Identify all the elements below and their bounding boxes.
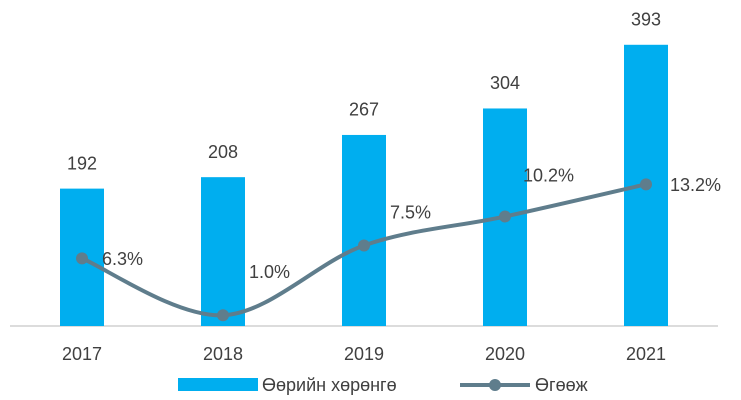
line-marker xyxy=(76,252,88,265)
x-tick-label: 2020 xyxy=(485,344,525,364)
bar-value-label: 304 xyxy=(490,73,520,93)
x-tick-label: 2017 xyxy=(62,344,102,364)
line-value-label: 6.3% xyxy=(102,249,143,269)
x-tick-label: 2021 xyxy=(626,344,666,364)
bar-value-label: 267 xyxy=(349,100,379,120)
x-tick-label: 2018 xyxy=(203,344,243,364)
bar-value-label: 393 xyxy=(631,10,661,30)
bar-value-label: 192 xyxy=(67,153,97,173)
bar-value-label: 208 xyxy=(208,142,238,162)
line-value-label: 10.2% xyxy=(523,165,574,185)
line-marker xyxy=(640,178,652,191)
legend-label: Өөрийн хөрөнгө xyxy=(262,375,397,395)
line-value-label: 13.2% xyxy=(670,175,721,195)
bar xyxy=(342,134,386,326)
x-tick-label: 2019 xyxy=(344,344,384,364)
bar xyxy=(201,177,245,326)
legend-swatch xyxy=(178,378,258,391)
line-marker xyxy=(358,239,370,252)
line-value-label: 7.5% xyxy=(390,202,431,222)
line-marker xyxy=(217,309,229,322)
line-value-label: 1.0% xyxy=(249,262,290,282)
line-marker xyxy=(499,210,511,223)
legend-marker xyxy=(489,379,501,391)
legend-label: Өгөөж xyxy=(535,375,588,395)
